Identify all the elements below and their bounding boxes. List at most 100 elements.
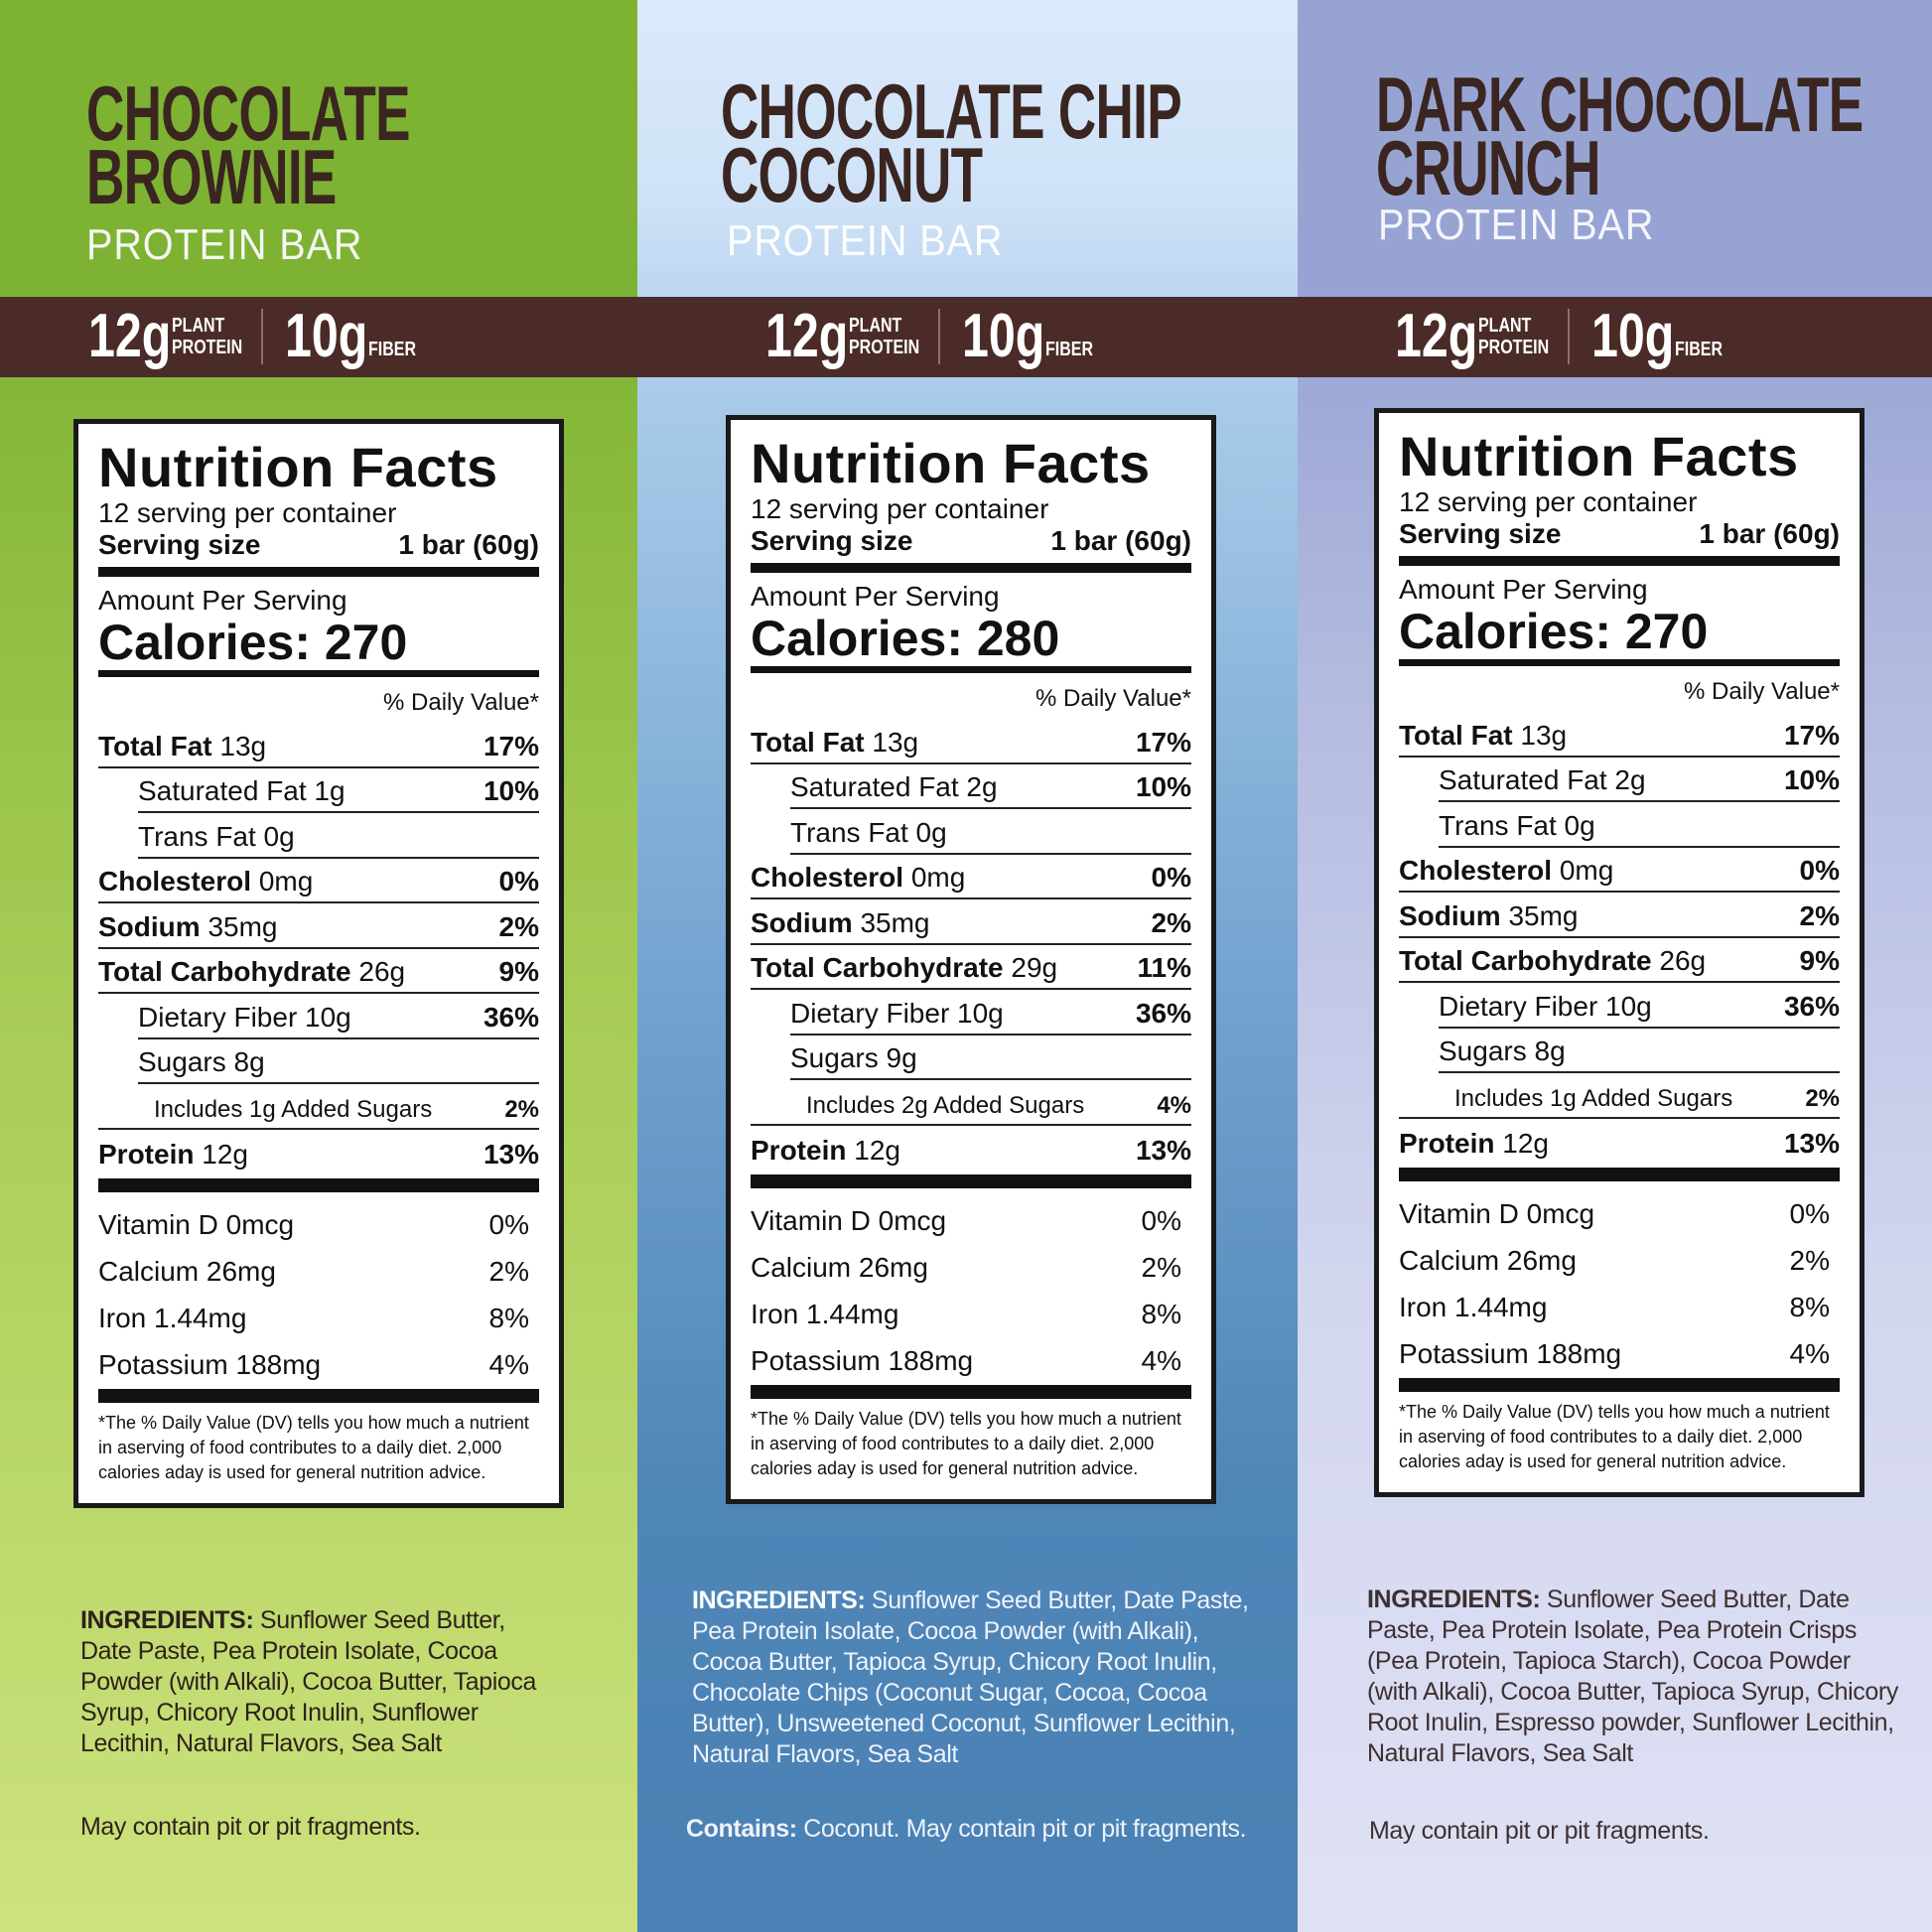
nutrient-row: Total Carbohydrate 29g 11% <box>751 945 1191 990</box>
nutrient-name: Sodium 35mg <box>98 911 278 943</box>
ingredients-label: INGREDIENTS: <box>692 1587 866 1614</box>
nutrient-daily-value: 4% <box>1157 1091 1191 1119</box>
protein-label-line: PROTEIN <box>172 337 243 358</box>
nutrient-amount: 26g <box>1659 945 1707 976</box>
nutrient-row: Sodium 35mg 2% <box>98 903 539 949</box>
product-title: CHOCOLATE BROWNIE <box>86 69 411 220</box>
nutrient-amount: Sugars 9g <box>790 1042 917 1073</box>
divider <box>751 1385 1191 1399</box>
vitamin-label: Iron 1.44mg <box>751 1299 899 1329</box>
nutrient-label: Sodium <box>1399 899 1501 931</box>
stats-band <box>0 297 1932 377</box>
nutrient-daily-value: 9% <box>498 956 539 987</box>
serving-size: Serving size 1 bar (60g) <box>98 529 539 561</box>
protein-label-line: PROTEIN <box>849 337 920 358</box>
nutrition-highlights: 12g PLANT PROTEIN 10g FIBER <box>1395 304 1764 369</box>
nutrient-amount: Saturated Fat 2g <box>1439 764 1646 795</box>
nutrient-label: Cholesterol <box>98 866 252 897</box>
nutrient-name: Total Carbohydrate 26g <box>98 956 405 988</box>
daily-value-footnote: *The % Daily Value (DV) tells you how mu… <box>98 1413 529 1482</box>
warning-text: Coconut. May contain pit or pit fragment… <box>803 1815 1247 1843</box>
divider <box>261 309 263 364</box>
nutrient-daily-value: 9% <box>1799 945 1840 976</box>
divider <box>1399 659 1840 666</box>
fiber-label: FIBER <box>1675 339 1723 360</box>
title-line: CHOCOLATE <box>86 69 411 157</box>
nutrient-daily-value: 2% <box>498 910 539 942</box>
vitamin-daily-value: 8% <box>1141 1299 1181 1329</box>
nutrient-label: Total Carbohydrate <box>751 952 1004 983</box>
nutrient-row: Sugars 9g <box>790 1035 1191 1080</box>
nutrient-row: Protein 12g 13% <box>98 1130 539 1175</box>
divider <box>751 563 1191 573</box>
vitamin-row: Potassium 188mg 4% <box>1399 1327 1840 1374</box>
nutrient-daily-value: 10% <box>483 775 539 806</box>
divider <box>1399 556 1840 566</box>
protein-label: PLANT PROTEIN <box>172 315 243 358</box>
title-line: BROWNIE <box>86 133 337 220</box>
nutrient-daily-value: 17% <box>1135 726 1191 758</box>
product-subtitle: PROTEIN BAR <box>86 220 363 269</box>
nutrient-row: Includes 2g Added Sugars 4% <box>751 1080 1191 1126</box>
nutrient-row: Total Carbohydrate 26g 9% <box>1399 938 1840 983</box>
protein-label-line: PROTEIN <box>1478 337 1550 358</box>
nutrient-row: Protein 12g 13% <box>1399 1119 1840 1165</box>
vitamin-daily-value: 0% <box>1789 1198 1830 1229</box>
nutrient-amount: 12g <box>1502 1128 1549 1159</box>
serving-size: Serving size 1 bar (60g) <box>1399 518 1840 550</box>
contains-label: Contains: <box>686 1815 797 1843</box>
protein-label-line: PLANT <box>1478 315 1532 337</box>
nutrient-daily-value: 13% <box>483 1139 539 1170</box>
fiber-label: FIBER <box>1045 339 1093 360</box>
nutrient-name: Includes 1g Added Sugars <box>1454 1085 1732 1113</box>
nutrient-amount: 12g <box>202 1139 248 1170</box>
nutrient-label: Total Fat <box>1399 719 1513 751</box>
nutrient-label: Cholesterol <box>751 862 904 893</box>
nutrient-daily-value: 36% <box>1783 990 1840 1022</box>
title-line: CRUNCH <box>1376 124 1600 211</box>
nutrient-amount: Sugars 8g <box>138 1046 265 1077</box>
protein-label: PLANT PROTEIN <box>1478 315 1550 358</box>
vitamin-row: Vitamin D 0mcg 0% <box>98 1198 539 1245</box>
vitamin-label: Iron 1.44mg <box>98 1303 247 1333</box>
nutrient-daily-value: 13% <box>1783 1128 1840 1159</box>
vitamin-label: Iron 1.44mg <box>1399 1292 1548 1322</box>
nutrient-amount: 35mg <box>1508 899 1579 931</box>
vitamin-daily-value: 4% <box>488 1349 529 1380</box>
vitamin-row: Vitamin D 0mcg 0% <box>751 1194 1191 1241</box>
nutrient-name: Saturated Fat 2g <box>1439 764 1646 796</box>
nutrient-name: Protein 12g <box>98 1139 248 1171</box>
nutrient-amount: Includes 1g Added Sugars <box>154 1095 433 1123</box>
nutrient-name: Total Carbohydrate 26g <box>1399 945 1706 977</box>
nutrient-amount: Sugars 8g <box>1439 1035 1566 1066</box>
nutrient-name: Sugars 8g <box>138 1046 265 1078</box>
serving-size-value: 1 bar (60g) <box>398 529 539 560</box>
nutrient-row: Trans Fat 0g <box>790 809 1191 855</box>
nutrient-row: Includes 1g Added Sugars 2% <box>98 1084 539 1130</box>
nutrition-highlights: 12g PLANT PROTEIN 10g FIBER <box>765 304 1135 369</box>
vitamin-daily-value: 2% <box>488 1256 529 1287</box>
daily-value-footnote: *The % Daily Value (DV) tells you how mu… <box>751 1409 1181 1478</box>
vitamin-row: Iron 1.44mg 8% <box>98 1292 539 1338</box>
ingredients: INGREDIENTS: Sunflower Seed Butter, Date… <box>80 1605 547 1759</box>
nutrient-amount: 13g <box>1520 719 1568 751</box>
nutrient-name: Dietary Fiber 10g <box>1439 991 1652 1023</box>
nutrient-row: Trans Fat 0g <box>1439 802 1840 848</box>
nutrient-daily-value: 17% <box>483 730 539 761</box>
daily-value-header: % Daily Value* <box>1684 678 1840 705</box>
nutrient-amount: 0mg <box>910 862 966 893</box>
vitamin-row: Iron 1.44mg 8% <box>1399 1281 1840 1327</box>
nutrient-row: Total Fat 13g 17% <box>1399 712 1840 758</box>
nutrient-daily-value: 0% <box>1799 855 1840 886</box>
vitamin-row: Calcium 26mg 2% <box>1399 1234 1840 1281</box>
nutrient-amount: 35mg <box>207 910 278 942</box>
calories: Calories: 270 <box>1399 604 1709 659</box>
nutrient-row: Cholesterol 0mg 0% <box>98 859 539 903</box>
nutrient-name: Sodium 35mg <box>751 907 930 939</box>
ingredients: INGREDIENTS: Sunflower Seed Butter, Date… <box>692 1586 1268 1770</box>
nutrient-daily-value: 0% <box>1151 862 1191 893</box>
nutrient-name: Total Fat 13g <box>1399 720 1567 752</box>
vitamin-daily-value: 0% <box>488 1209 529 1240</box>
product-title: DARK CHOCOLATE CRUNCH <box>1376 66 1863 211</box>
nutrient-label: Total Fat <box>751 726 865 758</box>
